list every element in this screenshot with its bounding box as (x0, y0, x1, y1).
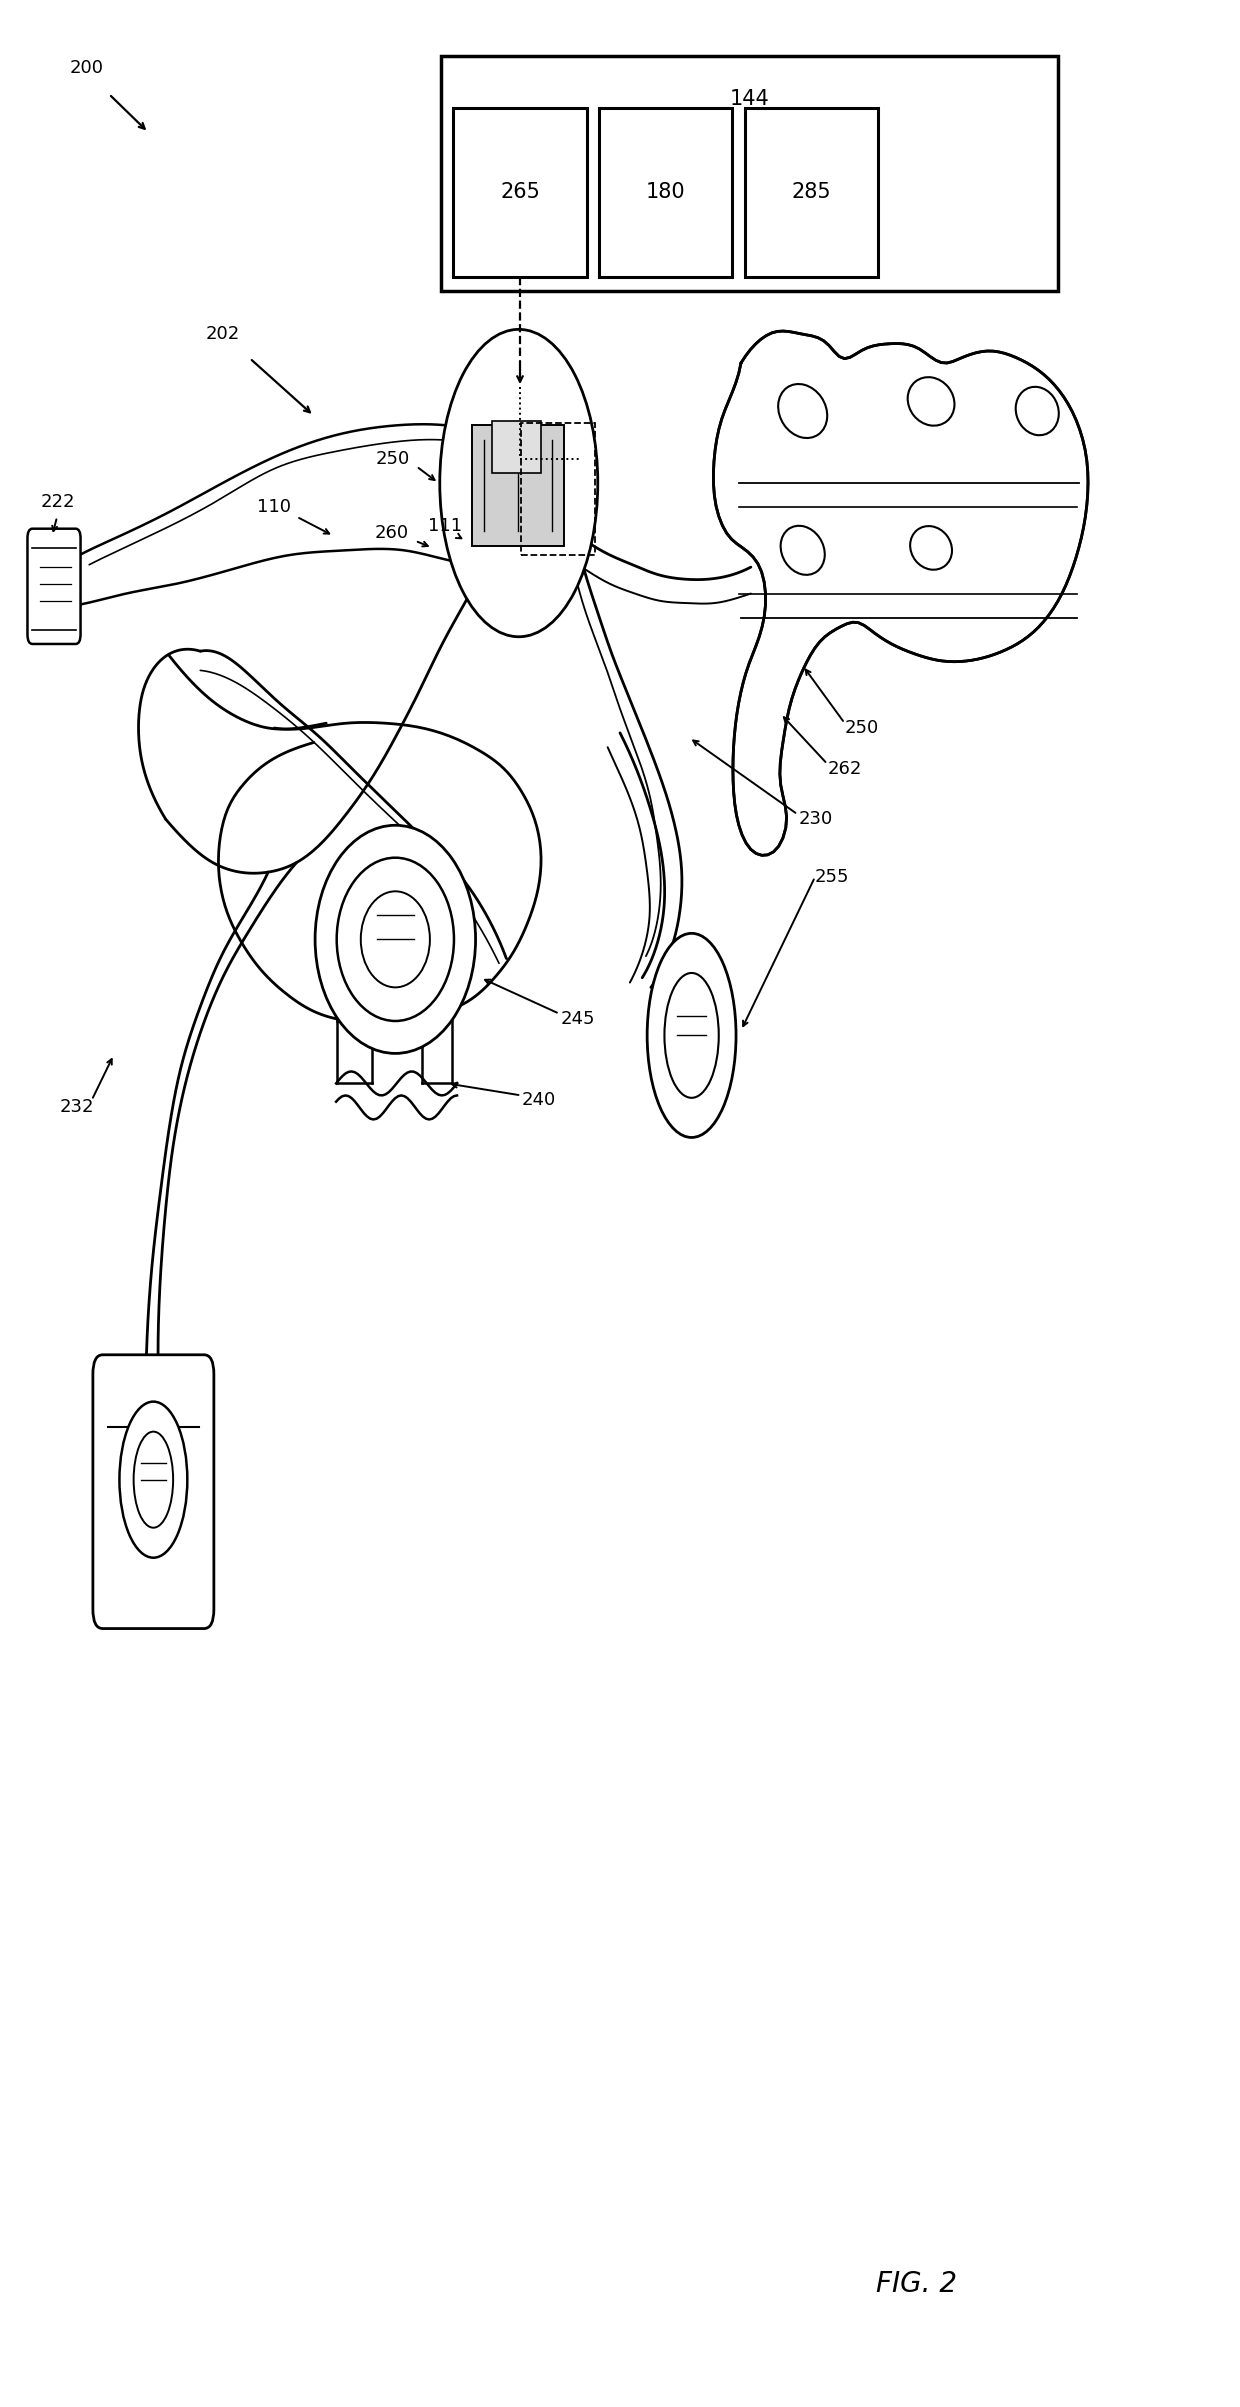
Ellipse shape (647, 934, 737, 1139)
Ellipse shape (315, 826, 476, 1054)
Text: 230: 230 (799, 811, 833, 828)
Text: 111: 111 (428, 518, 461, 534)
Ellipse shape (779, 385, 827, 438)
Ellipse shape (781, 525, 825, 575)
Text: FIG. 2: FIG. 2 (875, 2270, 957, 2299)
FancyBboxPatch shape (27, 530, 81, 645)
Text: 255: 255 (815, 869, 849, 886)
Text: 240: 240 (521, 1090, 556, 1110)
Polygon shape (714, 332, 1086, 854)
Text: 144: 144 (730, 89, 770, 108)
FancyBboxPatch shape (454, 108, 587, 277)
Text: 222: 222 (41, 493, 76, 510)
FancyBboxPatch shape (93, 1355, 213, 1630)
Ellipse shape (337, 857, 454, 1021)
Text: 245: 245 (560, 1009, 595, 1028)
Ellipse shape (910, 527, 952, 570)
Text: 180: 180 (646, 183, 686, 202)
FancyBboxPatch shape (491, 421, 541, 474)
FancyBboxPatch shape (472, 426, 564, 546)
FancyBboxPatch shape (441, 55, 1058, 291)
Circle shape (440, 330, 598, 638)
Ellipse shape (665, 972, 719, 1098)
Text: 262: 262 (827, 761, 862, 777)
Text: 285: 285 (791, 183, 831, 202)
Text: 232: 232 (60, 1098, 94, 1117)
Text: 265: 265 (500, 183, 539, 202)
Ellipse shape (908, 378, 955, 426)
Ellipse shape (361, 891, 430, 987)
FancyBboxPatch shape (599, 108, 733, 277)
Ellipse shape (119, 1401, 187, 1557)
Text: 260: 260 (374, 525, 409, 542)
Ellipse shape (134, 1432, 174, 1528)
Text: 250: 250 (376, 450, 410, 467)
Text: 202: 202 (206, 325, 239, 344)
Ellipse shape (1016, 388, 1059, 436)
FancyBboxPatch shape (745, 108, 878, 277)
Text: 110: 110 (258, 498, 291, 515)
Text: 250: 250 (844, 720, 879, 737)
Text: 200: 200 (69, 58, 104, 77)
